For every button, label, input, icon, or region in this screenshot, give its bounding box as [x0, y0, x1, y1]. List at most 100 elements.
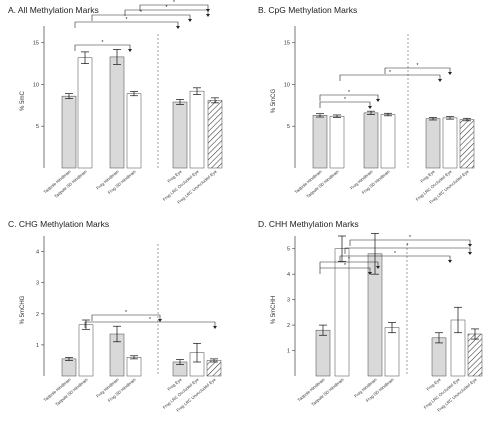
y-tick-label: 1 — [36, 343, 39, 349]
significance-bracket — [84, 321, 216, 328]
significance-asterisk: * — [149, 317, 151, 323]
y-tick-label: 4 — [287, 272, 290, 278]
significance-asterisk: * — [126, 17, 128, 23]
y-tick-label: 3 — [287, 298, 290, 304]
y-tick-label: 10 — [33, 82, 39, 88]
significance-asterisk: * — [344, 97, 346, 103]
arrow-icon — [188, 19, 192, 22]
arrow-icon — [368, 272, 372, 275]
arrow-icon — [206, 9, 210, 12]
y-tick-label: 5 — [287, 247, 290, 253]
bar — [442, 117, 458, 169]
significance-bracket — [139, 4, 209, 11]
arrow-icon — [206, 14, 210, 17]
category-label: Tadpole Hindbrain — [43, 377, 73, 403]
category-label: Frog Eye — [425, 377, 442, 392]
significance-asterisk: * — [166, 5, 168, 11]
y-tick-label: 10 — [284, 82, 290, 88]
bar — [467, 333, 483, 377]
bar — [363, 112, 379, 169]
bar — [61, 358, 77, 377]
significance-bracket — [319, 101, 371, 108]
significance-bracket — [344, 247, 471, 254]
category-label: Tadpole SD Hindbrain — [54, 377, 89, 407]
significance-asterisk: * — [394, 251, 396, 257]
y-tick-label: 5 — [287, 124, 290, 130]
y-axis-label: % 5mCHG — [20, 295, 26, 324]
y-tick-label: 15 — [33, 41, 39, 47]
significance-bracket — [74, 21, 179, 28]
bar — [425, 118, 441, 169]
bar — [61, 95, 77, 169]
y-tick-label: 2 — [287, 323, 290, 329]
bar — [459, 119, 475, 169]
arrow-icon — [368, 106, 372, 109]
bar — [384, 327, 400, 377]
bar — [172, 101, 188, 169]
bar — [109, 56, 125, 169]
significance-bracket — [319, 261, 379, 268]
y-tick-label: 15 — [284, 41, 290, 47]
significance-bracket — [349, 239, 471, 246]
y-tick-label: 2 — [36, 312, 39, 318]
significance-bracket — [319, 94, 379, 101]
chart-panel-4: D. CHH Methylation Marks 1 2 3 4 5 % 5mCHH Tadp… — [258, 219, 483, 413]
significance-asterisk: * — [389, 70, 391, 76]
bar — [315, 329, 331, 377]
arrow-icon — [176, 26, 180, 29]
arrow-icon — [376, 99, 380, 102]
bar — [77, 57, 93, 169]
significance-bracket — [124, 9, 209, 16]
significance-asterisk: * — [409, 235, 411, 241]
significance-bracket — [91, 14, 191, 21]
chart-panel-2: B. CpG Methylation Marks 5 10 15 % 5mCG Tadpo… — [258, 5, 475, 205]
significance-bracket — [384, 67, 451, 74]
arrow-icon — [448, 260, 452, 263]
arrow-icon — [438, 79, 442, 82]
bar — [312, 115, 328, 169]
arrow-icon — [376, 266, 380, 269]
y-axis-label: % 5mC — [20, 90, 26, 110]
category-label: Tadpole Hindbrain — [294, 169, 324, 195]
bar — [207, 100, 223, 169]
y-tick-label: 3 — [36, 281, 39, 287]
chart-title: D. CHH Methylation Marks — [258, 219, 359, 229]
bar — [126, 357, 142, 377]
significance-bracket — [91, 314, 161, 321]
significance-asterisk: * — [407, 243, 409, 249]
category-label: Tadpole SD Hindbrain — [310, 377, 345, 407]
significance-asterisk: * — [125, 310, 127, 316]
y-tick-label: 4 — [36, 250, 39, 256]
arrow-icon — [468, 244, 472, 247]
bar — [189, 90, 205, 169]
y-tick-label: 1 — [287, 349, 290, 355]
bar — [78, 324, 94, 377]
bar — [380, 114, 396, 169]
category-label: Tadpole SD Hindbrain — [305, 169, 340, 199]
significance-bracket — [74, 44, 131, 51]
chart-title: A. All Methylation Marks — [8, 5, 99, 15]
arrow-icon — [158, 319, 162, 322]
arrow-icon — [468, 252, 472, 255]
arrow-icon — [448, 72, 452, 75]
significance-asterisk: * — [140, 10, 142, 16]
chart-title: B. CpG Methylation Marks — [258, 5, 357, 15]
significance-asterisk: * — [348, 90, 350, 96]
significance-bracket — [339, 255, 451, 262]
y-tick-label: 5 — [36, 124, 39, 130]
y-axis-label: % 5mCG — [271, 89, 277, 114]
arrow-icon — [213, 326, 217, 329]
chart-title: C. CHG Methylation Marks — [8, 219, 109, 229]
significance-asterisk: * — [102, 40, 104, 46]
bar — [126, 93, 142, 169]
significance-bracket — [339, 74, 441, 81]
significance-bracket — [319, 267, 371, 274]
y-axis-label: % 5mCHH — [271, 296, 277, 324]
significance-asterisk: * — [344, 263, 346, 269]
bar — [206, 360, 222, 377]
significance-asterisk: * — [417, 63, 419, 69]
bar — [431, 337, 447, 377]
significance-asterisk: * — [173, 0, 175, 6]
